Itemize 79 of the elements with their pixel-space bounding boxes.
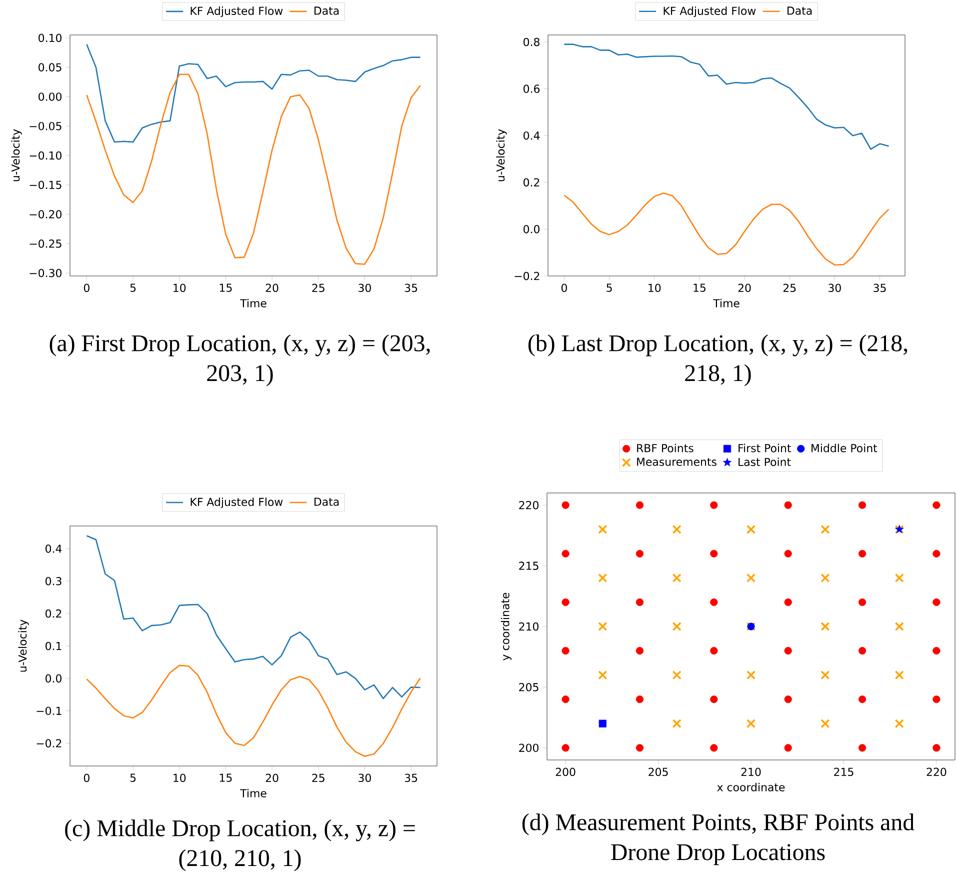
- legend-label: KF Adjusted Flow: [664, 6, 756, 18]
- y-axis-title: y coordinate: [500, 592, 512, 660]
- y-tick-label: 0.0: [46, 674, 62, 683]
- y-axis-title: u-Velocity: [11, 129, 22, 182]
- legend-label: KF Adjusted Flow: [190, 498, 283, 508]
- y-tick-label: 210: [519, 622, 538, 631]
- y-tick-label: 0.4: [46, 544, 62, 553]
- y-tick-label: 0.8: [524, 38, 540, 46]
- legend-label: Data: [314, 6, 339, 15]
- x-tick-label: 15: [220, 774, 232, 782]
- x-axis-title: Time: [240, 298, 266, 308]
- x-tick-label: 215: [834, 768, 854, 776]
- y-tick-label: −0.20: [30, 210, 62, 218]
- x-tick-label: 15: [220, 284, 232, 292]
- x-axis-title: Time: [240, 788, 266, 798]
- x-tick-label: 210: [741, 768, 761, 776]
- x-tick-label: 30: [828, 284, 841, 292]
- text: (d) Measurement Points, RBF Points and Drone Drop Locations: [522, 814, 914, 866]
- y-tick-label: 0.1: [46, 642, 62, 650]
- x-tick-label: 10: [174, 284, 186, 292]
- y-tick-label: 215: [519, 562, 538, 570]
- y-tick-label: −0.25: [30, 240, 62, 248]
- x-axis-title: Time: [713, 298, 740, 308]
- x-tick-label: 35: [404, 284, 418, 292]
- x-tick-label: 10: [174, 774, 186, 782]
- x-tick-label: 0: [561, 284, 567, 292]
- legend-label: RBF Points: [637, 444, 694, 452]
- legend-label: Measurements: [637, 458, 716, 466]
- y-tick-label: 0.05: [38, 63, 62, 72]
- y-axis-title: u-Velocity: [496, 129, 507, 182]
- x-tick-label: 10: [648, 284, 661, 292]
- text: (b) Last Drop Location, (x, y, z) = (218, 218, 1): [528, 334, 908, 386]
- x-tick-label: 0: [84, 284, 90, 292]
- y-tick-label: −0.10: [30, 151, 62, 160]
- x-axis-title: x coordinate: [717, 782, 785, 792]
- y-tick-label: 0.2: [524, 178, 540, 187]
- x-tick-label: 0: [84, 774, 90, 782]
- x-tick-label: 220: [926, 768, 946, 776]
- y-tick-label: −0.15: [30, 180, 62, 190]
- x-tick-label: 25: [783, 284, 796, 292]
- x-tick-label: 20: [266, 284, 278, 292]
- y-tick-label: −0.30: [30, 268, 62, 278]
- x-tick-label: 15: [694, 284, 706, 292]
- legend-label: Last Point: [738, 458, 791, 466]
- legend-label: Data: [314, 498, 339, 506]
- y-tick-label: 0.10: [38, 34, 62, 42]
- legend-label: First Point: [738, 444, 792, 452]
- y-tick-label: 220: [519, 500, 538, 510]
- text: (a) First Drop Location, (x, y, z) = (203, 203, 1): [50, 334, 430, 386]
- text: (c) Middle Drop Location, (x, y, z) = (210, 210, 1): [65, 820, 415, 872]
- x-tick-label: 35: [874, 284, 886, 292]
- y-tick-label: 0.2: [46, 609, 62, 618]
- y-tick-label: −0.05: [30, 122, 62, 130]
- y-tick-label: 200: [519, 744, 538, 752]
- x-tick-label: 5: [130, 284, 136, 292]
- x-tick-label: 20: [738, 284, 751, 292]
- y-tick-label: −0.1: [36, 706, 62, 715]
- y-tick-label: 0.4: [524, 131, 540, 140]
- y-tick-label: 205: [519, 683, 538, 692]
- x-tick-label: 25: [312, 774, 324, 782]
- x-tick-label: 35: [404, 774, 418, 782]
- x-tick-label: 25: [312, 284, 324, 292]
- y-tick-label: 0.00: [38, 92, 62, 101]
- x-tick-label: 20: [266, 774, 278, 782]
- x-tick-label: 200: [556, 768, 576, 776]
- y-tick-label: −0.2: [514, 272, 540, 280]
- x-tick-label: 5: [606, 284, 612, 292]
- y-tick-label: 0.3: [46, 576, 62, 586]
- legend-label: Data: [788, 6, 812, 15]
- x-tick-label: 5: [130, 774, 136, 782]
- x-tick-label: 205: [648, 768, 668, 776]
- y-tick-label: 0.0: [524, 225, 540, 234]
- y-axis-title: u-Velocity: [18, 620, 29, 672]
- legend-label: KF Adjusted Flow: [190, 6, 283, 18]
- legend-label: Middle Point: [812, 444, 878, 452]
- y-tick-label: −0.2: [36, 739, 62, 748]
- x-tick-label: 30: [358, 774, 371, 782]
- y-tick-label: 0.6: [524, 84, 540, 93]
- x-tick-label: 30: [358, 284, 371, 292]
